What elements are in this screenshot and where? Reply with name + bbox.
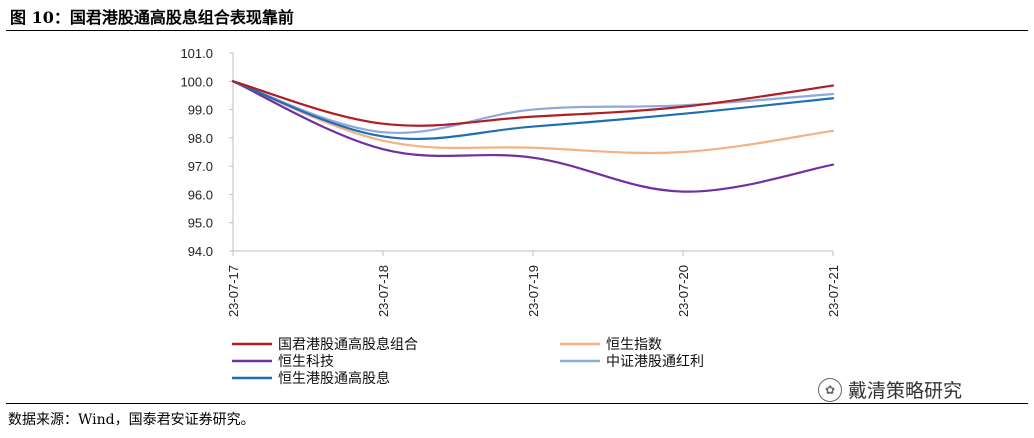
y-tick-label: 100.0: [180, 74, 213, 89]
y-tick-label: 97.0: [188, 159, 213, 174]
top-divider: [6, 30, 1028, 31]
y-tick-label: 101.0: [180, 46, 213, 61]
x-tick-label: 23-07-19: [526, 265, 541, 317]
bottom-divider: [6, 403, 1028, 404]
series-line-4: [231, 80, 835, 141]
y-tick-label: 98.0: [188, 131, 213, 146]
x-tick-label: 23-07-21: [826, 265, 841, 317]
series-line-3: [231, 80, 835, 134]
legend-label: 恒生指数: [606, 337, 662, 353]
y-tick-label: 94.0: [188, 244, 213, 259]
chart-series-lines: [231, 80, 835, 193]
watermark-text: 戴清策略研究: [848, 380, 963, 402]
legend-label: 恒生科技: [278, 354, 334, 370]
y-tick-label: 95.0: [188, 216, 213, 231]
y-tick-label: 96.0: [188, 187, 213, 202]
x-tick-label: 23-07-18: [376, 265, 391, 317]
chart-axes: [229, 52, 834, 256]
x-tick-label: 23-07-17: [226, 265, 241, 317]
legend-label: 国君港股通高股息组合: [278, 336, 418, 353]
data-source-note: 数据来源：Wind，国泰君安证券研究。: [8, 412, 255, 428]
y-tick-label: 99.0: [188, 103, 213, 118]
legend-label: 恒生港股通高股息: [278, 370, 390, 387]
chart-tick-labels: 94.0 95.0 96.0 97.0 98.0 99.0 100.0 101.0 23-07-…: [180, 46, 841, 317]
series-line-0: [231, 80, 835, 127]
x-tick-label: 23-07-20: [676, 265, 691, 317]
wechat-icon: ✿: [818, 377, 842, 402]
series-line-1: [231, 80, 835, 155]
figure-title: 图 10：国君港股通高股息组合表现靠前: [10, 8, 294, 27]
series-line-2: [231, 80, 835, 193]
wechat-watermark: ✿ 戴清策略研究: [818, 376, 962, 403]
legend-label: 中证港股通红利: [606, 354, 704, 370]
